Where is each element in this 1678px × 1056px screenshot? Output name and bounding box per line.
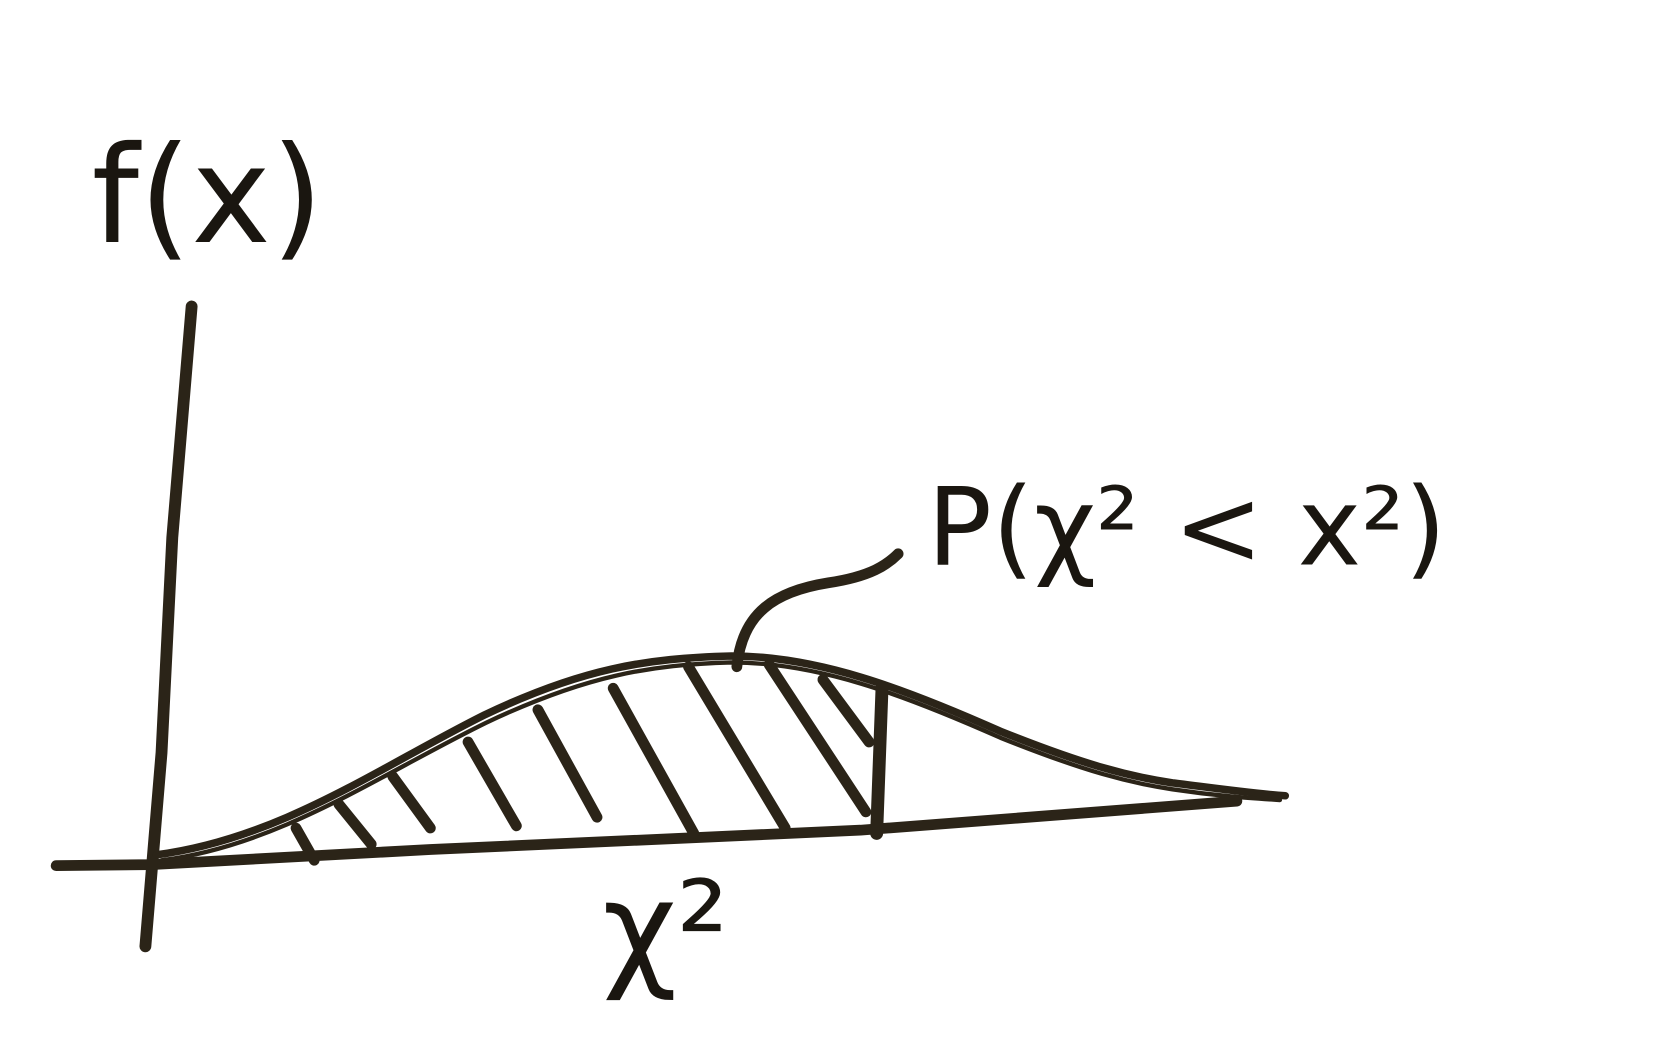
density-curve <box>152 652 1290 859</box>
cutoff-line <box>870 681 889 840</box>
annotation: P(χ² < x²) <box>927 466 1446 591</box>
y-axis-label: f(x) <box>92 117 324 274</box>
x-axis <box>50 795 1243 872</box>
y-axis <box>139 300 198 953</box>
x-axis-label: χ² <box>602 854 728 1004</box>
hatching <box>290 659 875 866</box>
leader-line <box>731 548 904 673</box>
density-curve-edge <box>159 660 1283 863</box>
